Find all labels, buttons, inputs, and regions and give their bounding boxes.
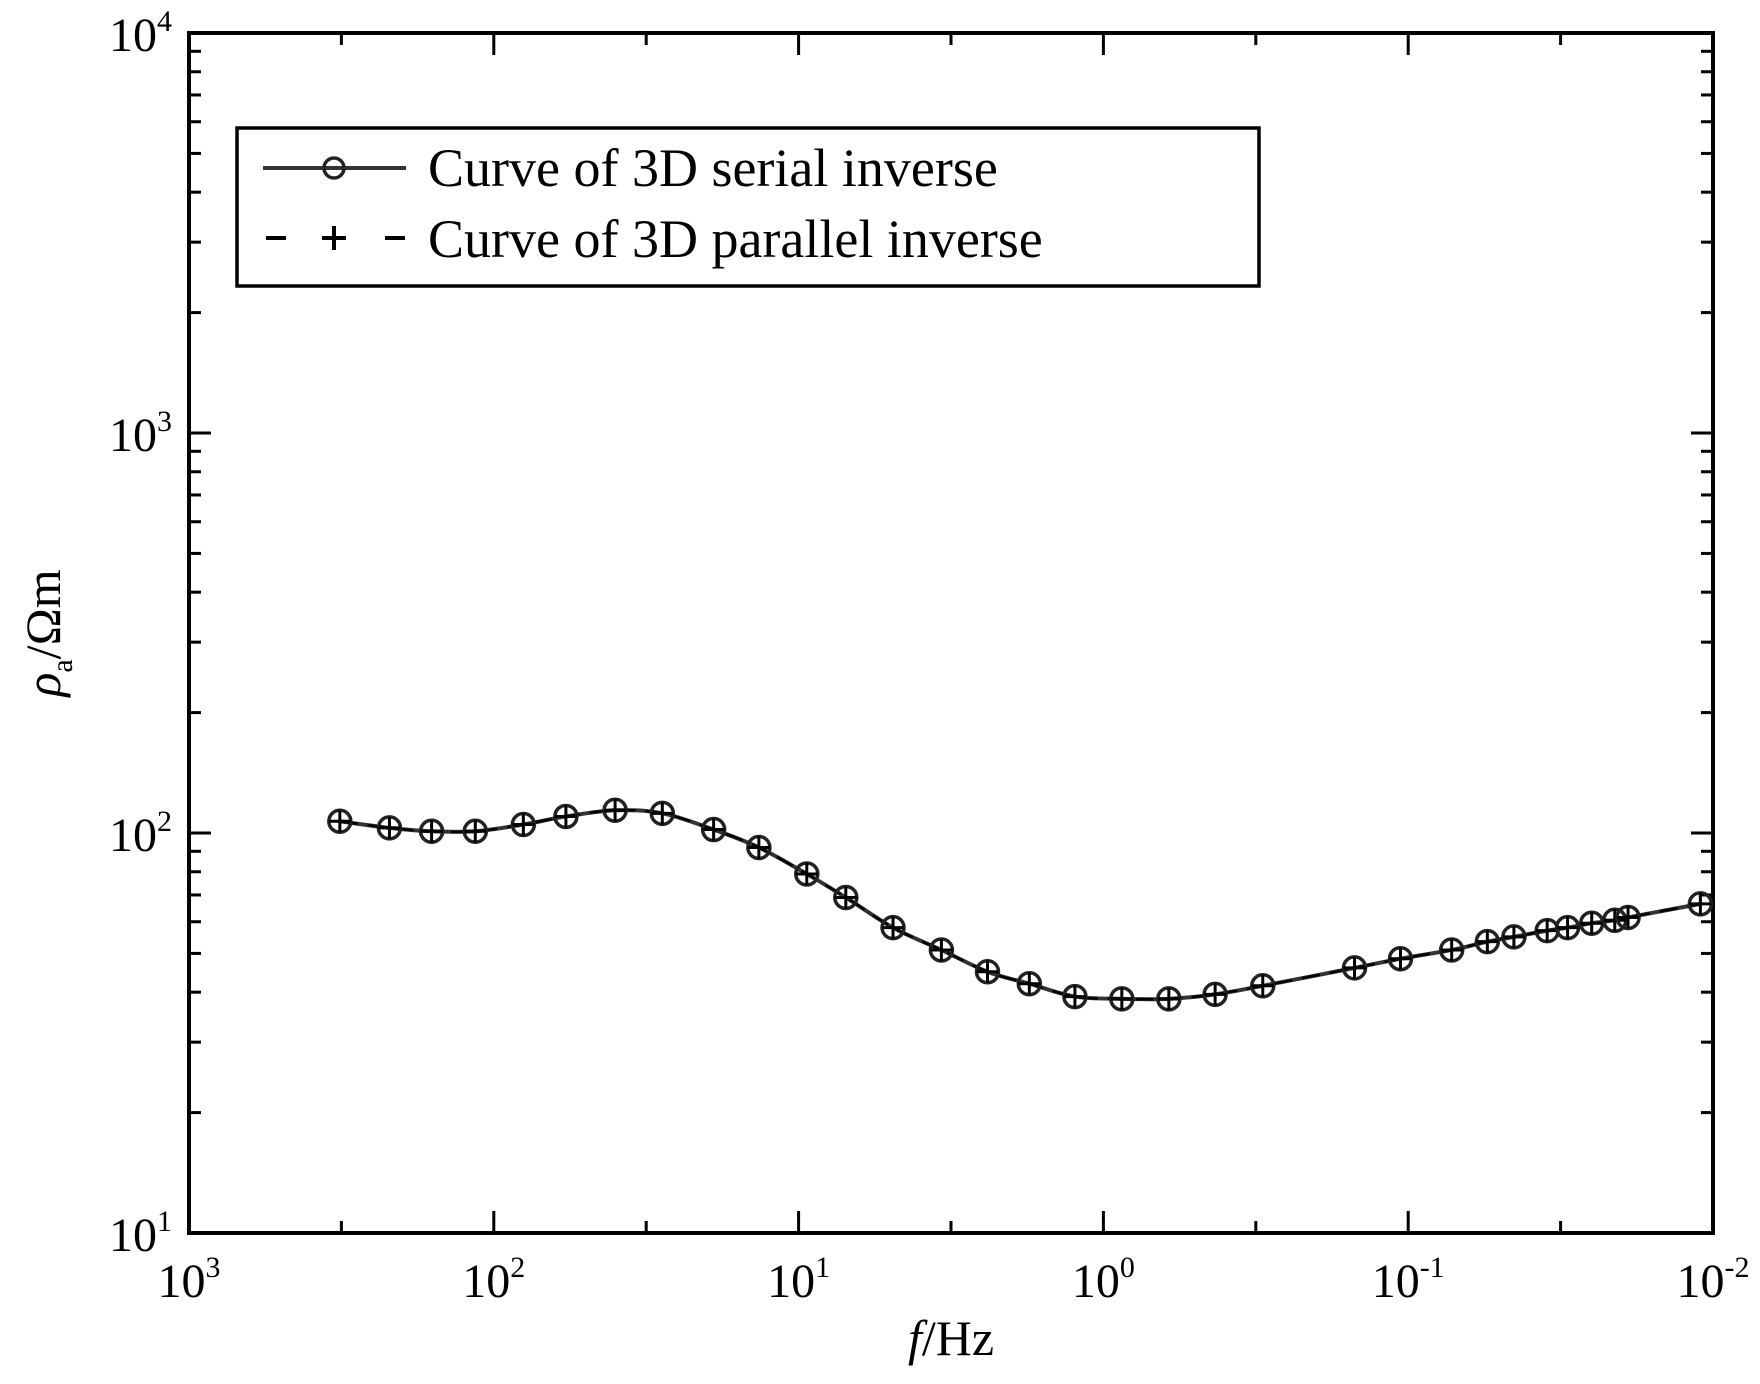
y-tick-labels: 101 102 103 104	[109, 5, 172, 1262]
y-tick-label: 102	[109, 805, 172, 862]
y-tick-label: 101	[109, 1205, 172, 1262]
x-tick-label: 103	[158, 1251, 221, 1308]
data-markers	[327, 797, 1714, 1012]
x-tick-labels: 103 102 101 100 10-1 10-2	[158, 1251, 1750, 1308]
series-line-parallel	[339, 808, 1701, 1001]
y-tick-label: 103	[109, 405, 172, 462]
series-line-serial	[339, 808, 1701, 1002]
legend-label-serial: Curve of 3D serial inverse	[428, 138, 998, 198]
y-axis-title: ρa/Ωm	[15, 569, 79, 698]
x-tick-label: 10-2	[1677, 1251, 1750, 1308]
legend-label-parallel: Curve of 3D parallel inverse	[428, 209, 1043, 269]
x-tick-label: 10-1	[1372, 1251, 1445, 1308]
x-axis-title: f/Hz	[908, 1310, 994, 1366]
legend-marker-circle-icon	[322, 156, 346, 180]
x-tick-label: 101	[767, 1251, 830, 1308]
legend: Curve of 3D serial inverse Curve of 3D p…	[235, 126, 1261, 288]
legend-box	[235, 126, 1261, 288]
plot-frame	[187, 31, 1715, 1235]
legend-marker-plus-icon	[322, 226, 346, 250]
y-tick-label: 104	[109, 5, 172, 62]
x-tick-label: 102	[462, 1251, 525, 1308]
x-tick-label: 100	[1072, 1251, 1135, 1308]
